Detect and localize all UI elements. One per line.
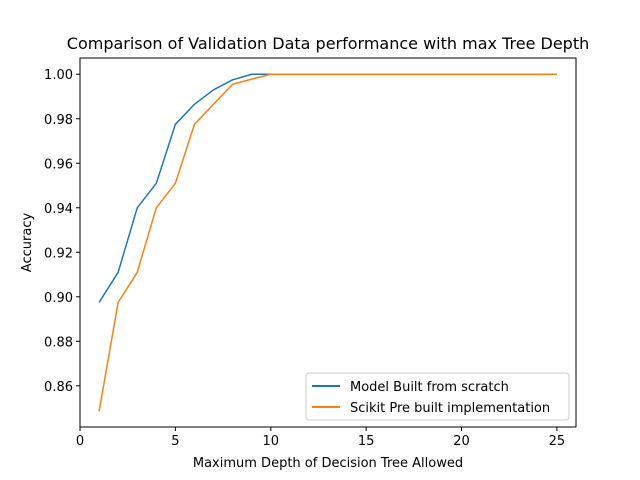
series-layer	[98, 73, 557, 412]
y-tick-label: 0.92	[44, 246, 73, 261]
x-tick-label: 5	[171, 434, 179, 449]
x-axis-ticks: 0 5 10 15 20 25	[76, 427, 565, 449]
x-tick-label: 0	[76, 434, 84, 449]
legend-box	[305, 372, 570, 421]
y-tick-label: 1.00	[44, 68, 73, 83]
plot-frame	[79, 57, 577, 428]
chart-title: Comparison of Validation Data performanc…	[67, 34, 589, 53]
y-axis-ticks: 0.86 0.88 0.90 0.92 0.94 0.96 0.98 1.00	[44, 68, 80, 395]
y-tick-label: 0.96	[44, 157, 73, 172]
x-axis-label: Maximum Depth of Decision Tree Allowed	[193, 456, 463, 471]
y-axis-label: Accuracy	[20, 213, 35, 273]
series-line-0	[98, 73, 557, 303]
y-tick-label: 0.88	[44, 335, 73, 350]
legend-label-scikit: Scikit Pre built implementation	[350, 401, 550, 416]
series-line-1	[98, 73, 557, 412]
x-tick-label: 25	[549, 434, 566, 449]
legend-label-scratch: Model Built from scratch	[350, 380, 509, 395]
legend: Model Built from scratch Scikit Pre buil…	[305, 372, 570, 421]
y-tick-label: 0.98	[44, 113, 73, 128]
y-tick-label: 0.94	[44, 202, 73, 217]
plot-area	[79, 57, 577, 428]
y-tick-label: 0.86	[44, 380, 73, 395]
x-tick-label: 10	[262, 434, 279, 449]
x-tick-label: 15	[358, 434, 375, 449]
x-tick-label: 20	[453, 434, 470, 449]
y-tick-label: 0.90	[44, 291, 73, 306]
